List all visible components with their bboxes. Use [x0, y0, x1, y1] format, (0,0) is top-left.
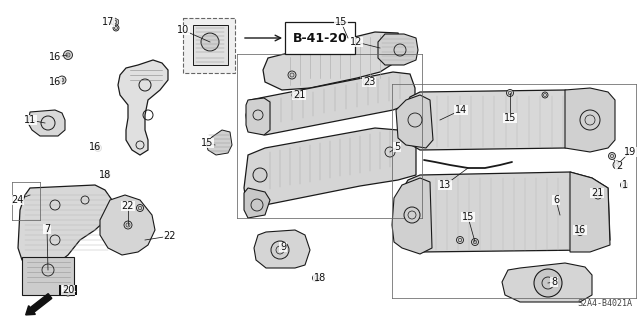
- Text: 15: 15: [201, 138, 213, 148]
- Circle shape: [136, 204, 143, 211]
- Circle shape: [253, 168, 267, 182]
- Text: B-41-20: B-41-20: [292, 32, 348, 44]
- Text: 16: 16: [574, 225, 586, 235]
- Text: 5: 5: [394, 142, 400, 152]
- Circle shape: [344, 34, 351, 41]
- Polygon shape: [402, 172, 610, 252]
- Bar: [285, 22, 355, 54]
- Text: 24: 24: [11, 195, 23, 205]
- Circle shape: [594, 191, 602, 199]
- Text: 10: 10: [177, 25, 189, 35]
- Polygon shape: [206, 130, 232, 155]
- Polygon shape: [392, 178, 432, 254]
- Text: 15: 15: [462, 212, 474, 222]
- Polygon shape: [118, 60, 168, 155]
- Text: 16: 16: [49, 52, 61, 62]
- Text: 14: 14: [455, 105, 467, 115]
- Polygon shape: [565, 88, 615, 152]
- Polygon shape: [193, 25, 228, 65]
- Polygon shape: [396, 95, 433, 148]
- Circle shape: [312, 275, 319, 281]
- Text: 7: 7: [44, 224, 50, 234]
- Bar: [22, 257, 74, 295]
- Text: 16: 16: [49, 77, 61, 87]
- Polygon shape: [254, 230, 310, 268]
- Text: 19: 19: [624, 147, 636, 157]
- Circle shape: [58, 76, 66, 84]
- Circle shape: [472, 239, 479, 246]
- Text: 1: 1: [622, 180, 628, 190]
- Polygon shape: [244, 188, 270, 218]
- Text: 2: 2: [616, 161, 622, 171]
- Polygon shape: [378, 34, 418, 65]
- Text: 6: 6: [553, 195, 559, 205]
- Text: 18: 18: [314, 273, 326, 283]
- Polygon shape: [263, 32, 402, 90]
- Circle shape: [288, 71, 296, 79]
- Text: 20: 20: [62, 285, 74, 295]
- Text: 21: 21: [293, 90, 305, 100]
- Bar: [183, 18, 235, 73]
- Text: 16: 16: [89, 142, 101, 152]
- Circle shape: [621, 182, 627, 189]
- Circle shape: [577, 228, 584, 235]
- Text: 17: 17: [102, 17, 114, 27]
- Text: S2A4-B4021A: S2A4-B4021A: [577, 299, 632, 308]
- Polygon shape: [570, 172, 610, 252]
- Text: 18: 18: [99, 170, 111, 180]
- Polygon shape: [502, 263, 592, 302]
- Text: 15: 15: [335, 17, 347, 27]
- Polygon shape: [246, 98, 270, 135]
- Text: FR.: FR.: [60, 286, 77, 294]
- Circle shape: [64, 288, 72, 296]
- Circle shape: [201, 33, 219, 51]
- Polygon shape: [100, 195, 155, 255]
- Circle shape: [63, 50, 72, 60]
- Text: 8: 8: [551, 277, 557, 287]
- Polygon shape: [246, 72, 415, 135]
- Circle shape: [363, 78, 371, 86]
- Text: 11: 11: [24, 115, 36, 125]
- Circle shape: [542, 92, 548, 98]
- Text: 22: 22: [122, 201, 134, 211]
- Polygon shape: [405, 90, 600, 150]
- Text: 22: 22: [164, 231, 176, 241]
- Circle shape: [124, 221, 132, 229]
- Circle shape: [534, 269, 562, 297]
- Circle shape: [95, 145, 102, 152]
- Text: 21: 21: [591, 188, 603, 198]
- Polygon shape: [111, 18, 118, 26]
- Circle shape: [113, 25, 119, 31]
- Text: 15: 15: [504, 113, 516, 123]
- Circle shape: [580, 110, 600, 130]
- Circle shape: [506, 90, 513, 97]
- Polygon shape: [18, 185, 112, 268]
- Text: 9: 9: [280, 242, 286, 252]
- Circle shape: [292, 91, 300, 99]
- Circle shape: [613, 161, 621, 169]
- Circle shape: [404, 207, 420, 223]
- Circle shape: [456, 236, 463, 243]
- Text: 12: 12: [350, 37, 362, 47]
- Polygon shape: [28, 110, 65, 136]
- Circle shape: [104, 172, 110, 178]
- Circle shape: [609, 152, 616, 160]
- Polygon shape: [244, 128, 416, 205]
- Text: 13: 13: [439, 180, 451, 190]
- FancyArrow shape: [26, 293, 52, 315]
- Text: 23: 23: [363, 77, 375, 87]
- Circle shape: [271, 241, 289, 259]
